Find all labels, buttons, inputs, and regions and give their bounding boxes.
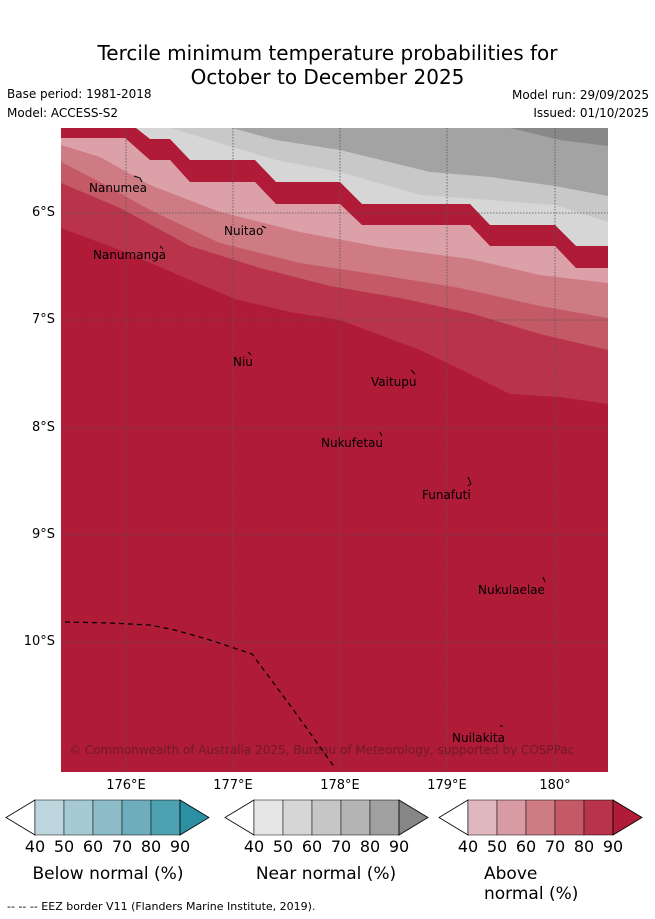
near-normal-60-band: [232, 128, 608, 196]
below-normal-colorbar-segment: [63, 799, 94, 836]
above-normal-colorbar-max-arrow: [612, 799, 643, 836]
model-run: Model run: 29/09/2025: [511, 88, 649, 102]
x-tick-label: 177°E: [213, 778, 253, 793]
above-normal-colorbar-segment: [554, 799, 585, 836]
above-normal-colorbar-tick: 70: [544, 837, 566, 856]
x-tick-label: 179°E: [427, 778, 467, 793]
below-normal-colorbar-tick: 60: [82, 837, 104, 856]
place-label-nuitao: Nuitao: [224, 224, 263, 238]
island-marks: [133, 175, 546, 727]
below-normal-colorbar-segment: [121, 799, 152, 836]
near-normal-colorbar-segment: [311, 799, 342, 836]
below-normal-label: Below normal (%): [32, 864, 184, 884]
below-normal-colorbar-segment: [150, 799, 181, 836]
below-normal-colorbar-segment: [92, 799, 123, 836]
y-tick-label: 8°S: [31, 420, 55, 435]
y-tick-label: 9°S: [31, 527, 55, 542]
near-normal-colorbar-segment: [340, 799, 371, 836]
above-normal-70-band: [61, 183, 608, 404]
base-period: Base period: 1981-2018: [7, 87, 152, 101]
issued-date: Issued: 01/10/2025: [533, 106, 649, 120]
place-label-funafuti: Funafuti: [422, 488, 471, 502]
chart-title-line2: October to December 2025: [190, 65, 465, 89]
eez-footnote: -- -- -- EEZ border V11 (Flanders Marine…: [7, 900, 316, 913]
eez-border: [64, 621, 336, 769]
place-label-vaitupu: Vaitupu: [371, 375, 417, 389]
near-normal-colorbar-tick: 70: [330, 837, 352, 856]
below-normal-colorbar-tick: 80: [140, 837, 162, 856]
copyright-notice: © Commonwealth of Australia 2025, Bureau…: [69, 743, 574, 757]
above-normal-label: Above normal (%): [484, 864, 579, 904]
place-label-nuilakita: Nuilakita: [452, 731, 505, 745]
near-normal-colorbar-max-arrow: [398, 799, 429, 836]
below-normal-colorbar-tick: 50: [53, 837, 75, 856]
grid: [61, 128, 608, 772]
near-normal-colorbar-min-arrow: [224, 799, 255, 836]
above-normal-colorbar-segment: [467, 799, 498, 836]
above-normal-colorbar-tick: 90: [602, 837, 624, 856]
place-label-nanumea: Nanumea: [89, 181, 147, 195]
y-tick-label: 10°S: [23, 634, 55, 649]
near-normal-colorbar-tick: 50: [272, 837, 294, 856]
above-normal-colorbar-tick: 60: [515, 837, 537, 856]
below-normal-colorbar-min-arrow: [5, 799, 36, 836]
model-name: Model: ACCESS-S2: [7, 106, 119, 120]
above-normal-colorbar-tick: 80: [573, 837, 595, 856]
near-normal-colorbar-segment: [282, 799, 313, 836]
near-normal-colorbar-tick: 40: [243, 837, 265, 856]
x-tick-label: 180°: [539, 778, 571, 793]
near-normal-colorbar-tick: 80: [359, 837, 381, 856]
place-label-nanumanga: Nanumanga: [93, 248, 166, 262]
below-normal-colorbar-segment: [34, 799, 65, 836]
place-label-nukulaelae: Nukulaelae: [478, 583, 545, 597]
y-tick-label: 7°S: [31, 312, 55, 327]
above-normal-50-band: [61, 145, 608, 320]
place-label-nukufetau: Nukufetau: [321, 436, 383, 450]
y-tick-label: 6°S: [31, 205, 55, 220]
chart-title-line1: Tercile minimum temperature probabilitie…: [97, 41, 558, 65]
below-normal-colorbar-tick: 90: [169, 837, 191, 856]
above-normal-40-band: [61, 128, 608, 286]
above-normal-60-band: [61, 162, 608, 352]
x-tick-label: 178°E: [320, 778, 360, 793]
near-normal-colorbar-tick: 90: [388, 837, 410, 856]
near-normal-label: Near normal (%): [255, 864, 397, 884]
x-tick-label: 176°E: [106, 778, 146, 793]
place-label-niu: Niu: [233, 355, 253, 369]
above-normal-colorbar-tick: 40: [457, 837, 479, 856]
near-normal-colorbar-segment: [253, 799, 284, 836]
above-normal-colorbar-tick: 50: [486, 837, 508, 856]
above-normal-colorbar-segment: [496, 799, 527, 836]
below-normal-colorbar-tick: 40: [24, 837, 46, 856]
above-normal-colorbar-min-arrow: [438, 799, 469, 836]
below-normal-colorbar-max-arrow: [179, 799, 210, 836]
above-normal-colorbar-segment: [583, 799, 614, 836]
near-normal-colorbar-tick: 60: [301, 837, 323, 856]
above-normal-colorbar-segment: [525, 799, 556, 836]
near-normal-colorbar-segment: [369, 799, 400, 836]
near-normal-70-band: [510, 128, 608, 146]
below-normal-colorbar-tick: 70: [111, 837, 133, 856]
